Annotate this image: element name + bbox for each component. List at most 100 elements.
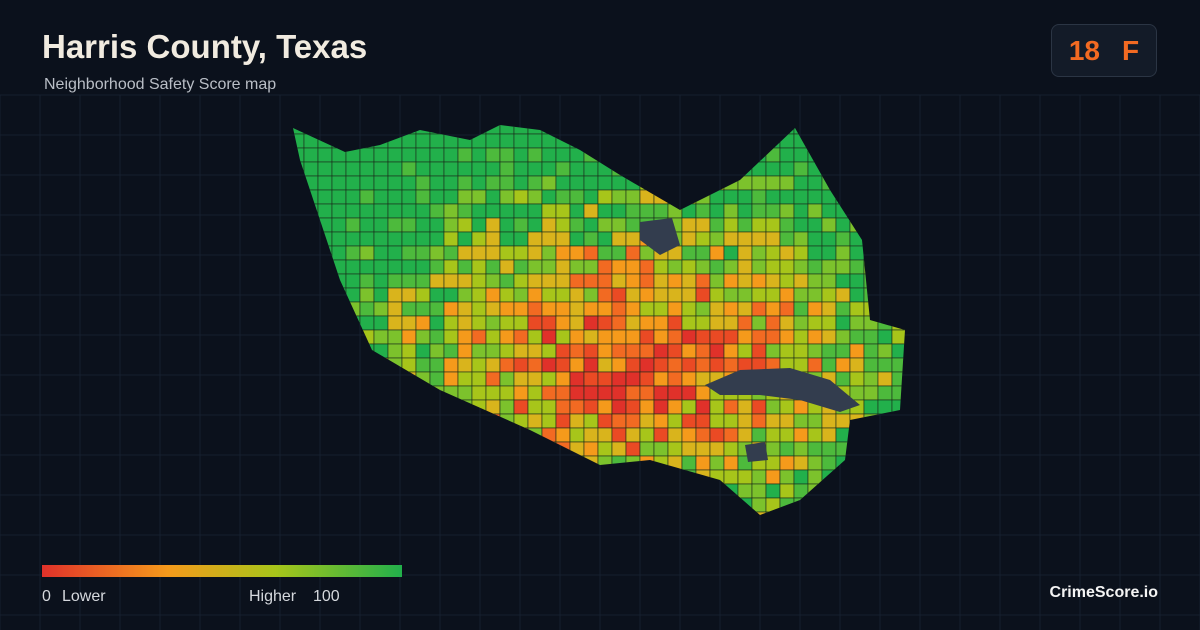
- tract: [611, 301, 627, 317]
- tract: [723, 133, 739, 149]
- tract: [583, 125, 599, 135]
- tract: [906, 428, 920, 442]
- tract: [485, 469, 501, 485]
- tract: [906, 246, 920, 260]
- tract: [709, 455, 725, 471]
- tract: [863, 385, 879, 401]
- tract: [863, 329, 879, 345]
- tract: [331, 497, 347, 513]
- tract: [779, 399, 795, 415]
- tract: [401, 287, 417, 303]
- tract: [849, 511, 865, 515]
- tract: [569, 483, 585, 499]
- tract: [415, 441, 431, 457]
- tract: [653, 371, 669, 387]
- tract: [429, 469, 445, 485]
- tract: [359, 399, 375, 415]
- tract: [443, 217, 459, 233]
- tract: [653, 147, 669, 163]
- tract: [751, 133, 767, 149]
- tract: [653, 175, 669, 191]
- tract: [471, 287, 487, 303]
- score-value: 18: [1068, 34, 1101, 66]
- tract: [639, 161, 655, 177]
- tract: [849, 469, 865, 485]
- tract: [527, 301, 543, 317]
- tract: [765, 203, 781, 219]
- tract: [835, 455, 851, 471]
- tract: [863, 175, 879, 191]
- tract: [835, 161, 851, 177]
- tract: [359, 189, 375, 205]
- tract: [877, 343, 893, 359]
- tract: [891, 511, 905, 515]
- tract: [681, 357, 697, 373]
- tract: [555, 175, 571, 191]
- tract: [695, 441, 711, 457]
- tract: [541, 217, 557, 233]
- tract: [345, 175, 361, 191]
- tract: [303, 427, 319, 443]
- tract: [625, 357, 641, 373]
- tract: [751, 259, 767, 275]
- tract: [807, 301, 823, 317]
- tract: [359, 343, 375, 359]
- tract: [863, 245, 879, 261]
- tract: [639, 189, 655, 205]
- tract: [765, 483, 781, 499]
- tract: [751, 497, 767, 513]
- tract: [443, 273, 459, 289]
- tract: [569, 427, 585, 443]
- tract: [471, 259, 487, 275]
- tract: [653, 483, 669, 499]
- tract: [681, 441, 697, 457]
- tract: [527, 315, 543, 331]
- tract: [807, 497, 823, 513]
- tract: [653, 273, 669, 289]
- tract: [709, 125, 725, 135]
- tract: [415, 259, 431, 275]
- tract: [821, 259, 837, 275]
- tract: [779, 343, 795, 359]
- tract: [513, 469, 529, 485]
- tract: [443, 133, 459, 149]
- tract: [793, 427, 809, 443]
- tract: [555, 245, 571, 261]
- tract: [373, 399, 389, 415]
- tract: [611, 357, 627, 373]
- tract: [359, 231, 375, 247]
- tract: [443, 301, 459, 317]
- tract: [681, 161, 697, 177]
- tract: [429, 217, 445, 233]
- tract: [415, 245, 431, 261]
- tract: [569, 497, 585, 513]
- tract: [667, 329, 683, 345]
- tract: [877, 399, 893, 415]
- tract: [891, 427, 905, 443]
- tract: [373, 343, 389, 359]
- tract: [429, 497, 445, 513]
- tract: [653, 511, 669, 515]
- tract: [527, 133, 543, 149]
- tract: [667, 259, 683, 275]
- tract: [471, 301, 487, 317]
- tract: [906, 316, 920, 330]
- tract: [443, 357, 459, 373]
- tract: [611, 287, 627, 303]
- tract: [793, 273, 809, 289]
- tract: [293, 497, 305, 513]
- tract: [345, 315, 361, 331]
- tract: [513, 245, 529, 261]
- tract: [569, 133, 585, 149]
- tract: [779, 259, 795, 275]
- tract: [513, 273, 529, 289]
- tract: [471, 357, 487, 373]
- tract: [293, 343, 305, 359]
- tract: [443, 203, 459, 219]
- tract: [849, 413, 865, 429]
- tract: [513, 301, 529, 317]
- tract: [583, 203, 599, 219]
- tract: [293, 455, 305, 471]
- tract: [695, 273, 711, 289]
- tract: [387, 301, 403, 317]
